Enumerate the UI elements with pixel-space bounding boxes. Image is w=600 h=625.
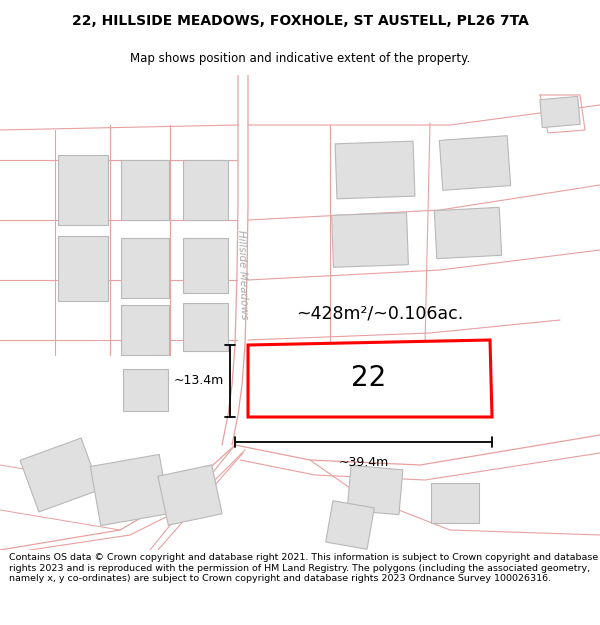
Polygon shape [58, 236, 108, 301]
Polygon shape [121, 160, 169, 220]
Text: Map shows position and indicative extent of the property.: Map shows position and indicative extent… [130, 52, 470, 65]
Text: ~39.4m: ~39.4m [338, 456, 389, 469]
Polygon shape [540, 96, 580, 128]
Polygon shape [332, 213, 409, 268]
Text: 22: 22 [352, 364, 386, 392]
Polygon shape [20, 438, 100, 512]
Polygon shape [431, 483, 479, 523]
Polygon shape [434, 208, 502, 259]
Polygon shape [58, 155, 108, 225]
Polygon shape [182, 160, 227, 220]
Text: Hillside Meadows: Hillside Meadows [236, 230, 250, 320]
Polygon shape [122, 369, 167, 411]
Text: ~13.4m: ~13.4m [174, 374, 224, 388]
Polygon shape [326, 501, 374, 549]
Text: ~428m²/~0.106ac.: ~428m²/~0.106ac. [296, 304, 464, 322]
Polygon shape [91, 454, 170, 526]
Polygon shape [121, 305, 169, 355]
Polygon shape [248, 340, 492, 417]
Polygon shape [158, 465, 222, 525]
Polygon shape [347, 466, 403, 514]
Polygon shape [182, 303, 227, 351]
Polygon shape [439, 136, 511, 190]
Polygon shape [182, 238, 227, 292]
Polygon shape [335, 141, 415, 199]
Text: Contains OS data © Crown copyright and database right 2021. This information is : Contains OS data © Crown copyright and d… [9, 553, 598, 583]
Text: 22, HILLSIDE MEADOWS, FOXHOLE, ST AUSTELL, PL26 7TA: 22, HILLSIDE MEADOWS, FOXHOLE, ST AUSTEL… [71, 14, 529, 28]
Polygon shape [121, 238, 169, 298]
